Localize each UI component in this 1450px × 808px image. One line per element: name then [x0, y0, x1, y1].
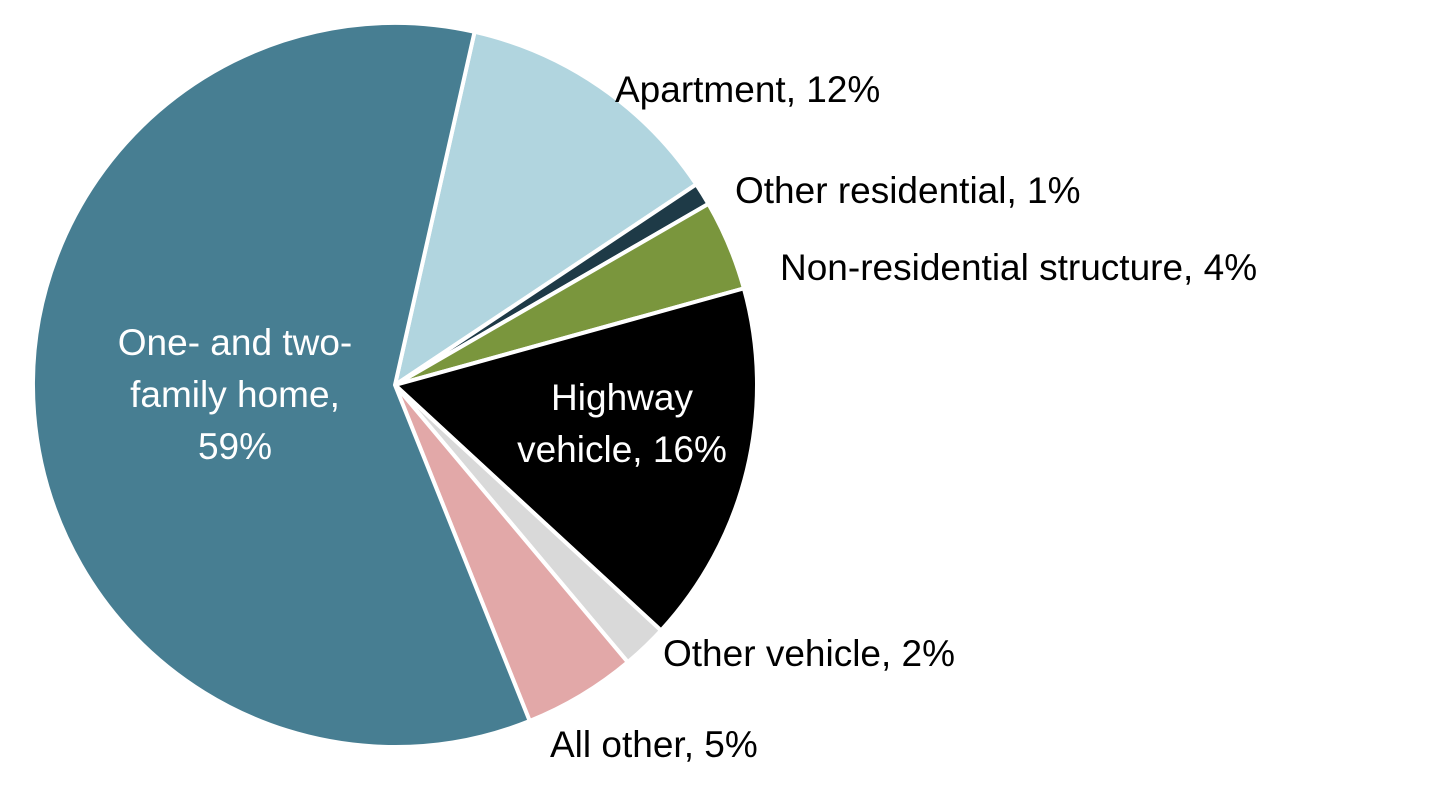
data-label-other-residential: Other residential, 1% [735, 170, 1081, 211]
data-label-line: vehicle, 16% [517, 429, 727, 470]
data-label-all-other: All other, 5% [550, 724, 758, 765]
data-label-line: Highway [551, 377, 693, 418]
data-label-apartment: Apartment, 12% [615, 69, 880, 110]
data-label-non-residential-structure: Non-residential structure, 4% [780, 247, 1257, 288]
data-label-other-vehicle: Other vehicle, 2% [663, 633, 955, 674]
data-label-line: All other, 5% [550, 724, 758, 765]
data-label-line: Other residential, 1% [735, 170, 1081, 211]
data-label-line: Apartment, 12% [615, 69, 880, 110]
data-label-one-and-two-family-home: One- and two-family home, 59% [118, 322, 352, 467]
pie-slice-highway-vehicle [393, 286, 759, 633]
data-label-highway-vehicle: Highway vehicle, 16% [517, 377, 727, 470]
data-label-line: Other vehicle, 2% [663, 633, 955, 674]
pie-slice-apartment [393, 29, 699, 387]
data-label-line: Non-residential structure, 4% [780, 247, 1257, 288]
pie-slice-one-and-two-family-home [31, 21, 532, 749]
data-label-line: 59% [198, 426, 272, 467]
data-label-line: One- and two- [118, 322, 352, 363]
data-label-line: family home, [130, 374, 340, 415]
